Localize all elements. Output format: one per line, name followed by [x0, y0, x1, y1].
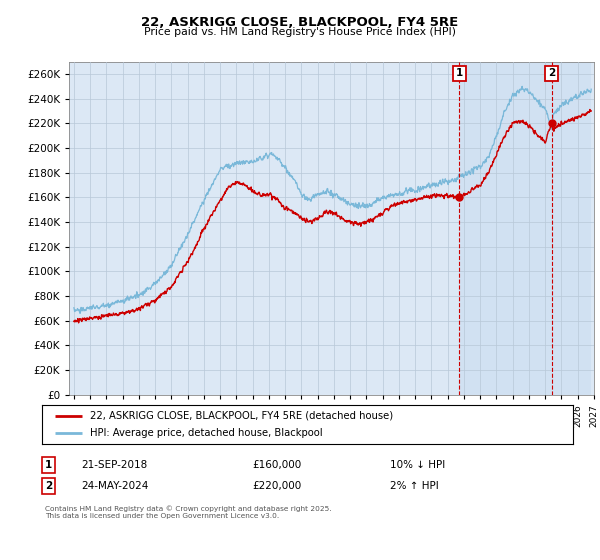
Text: £220,000: £220,000: [252, 481, 301, 491]
Text: 22, ASKRIGG CLOSE, BLACKPOOL, FY4 5RE: 22, ASKRIGG CLOSE, BLACKPOOL, FY4 5RE: [142, 16, 458, 29]
Text: 1: 1: [45, 460, 52, 470]
Text: 2: 2: [45, 481, 52, 491]
Text: 24-MAY-2024: 24-MAY-2024: [81, 481, 148, 491]
Text: £160,000: £160,000: [252, 460, 301, 470]
Text: Price paid vs. HM Land Registry's House Price Index (HPI): Price paid vs. HM Land Registry's House …: [144, 27, 456, 38]
Bar: [460, 62, 591, 395]
Text: 2: 2: [548, 68, 555, 78]
Text: 21-SEP-2018: 21-SEP-2018: [81, 460, 147, 470]
Text: HPI: Average price, detached house, Blackpool: HPI: Average price, detached house, Blac…: [90, 428, 322, 438]
Text: 22, ASKRIGG CLOSE, BLACKPOOL, FY4 5RE (detached house): 22, ASKRIGG CLOSE, BLACKPOOL, FY4 5RE (d…: [90, 410, 393, 421]
Text: 2% ↑ HPI: 2% ↑ HPI: [390, 481, 439, 491]
Text: 10% ↓ HPI: 10% ↓ HPI: [390, 460, 445, 470]
Text: 1: 1: [456, 68, 463, 78]
Text: Contains HM Land Registry data © Crown copyright and database right 2025.
This d: Contains HM Land Registry data © Crown c…: [45, 505, 332, 519]
